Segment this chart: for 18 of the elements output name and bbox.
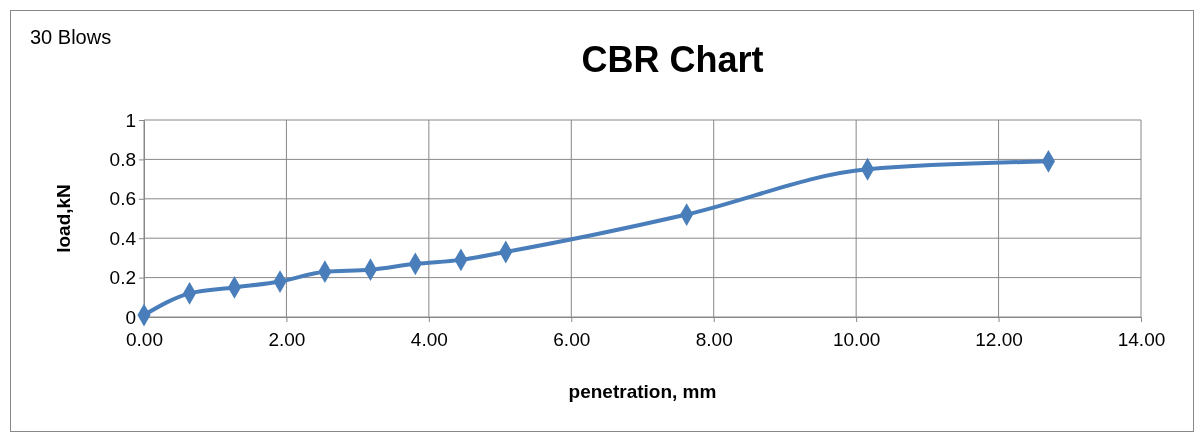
chart-title: CBR Chart (581, 39, 764, 80)
y-tick-label: 0.8 (109, 148, 136, 170)
x-tick-label: 14.00 (1117, 328, 1166, 350)
x-tick-label: 12.00 (975, 328, 1023, 350)
y-tick-label: 0.2 (109, 267, 136, 289)
x-tick-label: 10.00 (832, 328, 881, 350)
x-tick-label: 2.00 (268, 328, 306, 350)
x-tick-label: 6.00 (553, 328, 591, 350)
y-tick-label: 0.6 (109, 188, 136, 210)
x-tick-label: 0.00 (126, 328, 163, 350)
y-tick-label: 0 (125, 306, 136, 328)
y-tick-label: 0.4 (109, 227, 137, 249)
y-tick-label: 1 (125, 109, 136, 131)
x-tick-label: 8.00 (695, 328, 733, 350)
text: 30 Blows (30, 26, 112, 48)
x-tick-label: 4.00 (410, 328, 448, 350)
y-axis-title: load,kN (53, 184, 74, 253)
x-axis-title: penetration, mm (568, 381, 717, 402)
